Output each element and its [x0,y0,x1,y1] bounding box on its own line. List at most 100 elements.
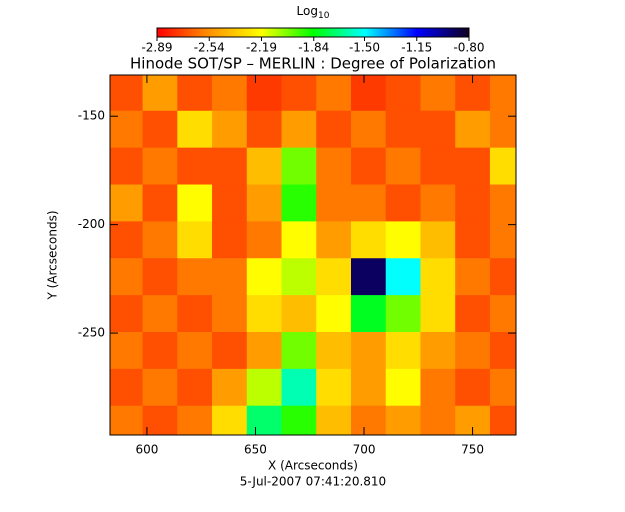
x-tick-label: 650 [244,443,267,457]
heatmap-cell [316,405,352,435]
heatmap-cell [316,331,352,370]
heatmap-cell [316,295,352,333]
heatmap-cell [246,405,283,435]
heatmap-cell [385,331,421,370]
heatmap-cell [110,75,144,112]
colorbar-label-main: Log [297,4,318,18]
heatmap-cell [281,405,317,435]
heatmap-cell [420,405,456,435]
heatmap-cell [177,184,213,222]
x-tick-label: 750 [461,443,484,457]
heatmap-cell [142,147,178,186]
heatmap-cell [110,184,144,222]
heatmap-cell [455,221,491,259]
heatmap-cell [177,368,213,407]
heatmap-cell [489,295,516,333]
colorbar [156,27,470,38]
heatmap-cell [281,75,317,112]
colorbar-tick-label: -2.19 [246,41,277,55]
plot-frame [109,74,517,436]
heatmap-cell [281,368,317,407]
heatmap-cell [455,258,491,296]
y-tick-label: -200 [78,217,105,231]
heatmap-cell [420,295,456,333]
heatmap-cell [110,368,144,407]
heatmap-cell [281,331,317,370]
heatmap-cell [110,110,144,149]
heatmap-cell [281,147,317,186]
heatmap-cell [281,110,317,149]
colorbar-tick-label: -0.80 [453,41,484,55]
heatmap-cell [177,258,213,296]
heatmap-cell [246,147,283,186]
heatmap-cell [350,405,387,435]
heatmap-cell [489,258,516,296]
heatmap-cell [142,258,178,296]
heatmap-cell [350,295,387,333]
colorbar-label: Log10 [297,4,330,21]
heatmap-cell [110,147,144,186]
heatmap-cell [142,110,178,149]
heatmap-cell [212,295,248,333]
heatmap-cell [281,221,317,259]
colorbar-tick-label: -2.89 [141,41,172,55]
heatmap-cell [385,147,421,186]
heatmap-cell [177,331,213,370]
heatmap-cell [350,258,387,296]
heatmap-cell [246,258,283,296]
heatmap-cell [110,331,144,370]
heatmap-cell [281,295,317,333]
y-tick-label: -150 [78,109,105,123]
heatmap-cell [455,405,491,435]
heatmap-cell [110,405,144,435]
heatmap-cell [455,368,491,407]
heatmap-cell [350,221,387,259]
heatmap-cell [142,75,178,112]
heatmap-cell [246,295,283,333]
heatmap-cell [142,221,178,259]
heatmap-cell [281,184,317,222]
heatmap-cell [420,258,456,296]
heatmap-cell [385,258,421,296]
heatmap-cell [212,147,248,186]
colorbar-tick-label: -1.50 [349,41,380,55]
heatmap-cell [489,75,516,112]
heatmap-cell [350,368,387,407]
heatmap-cell [110,295,144,333]
heatmap-cell [316,110,352,149]
heatmap-cell [177,221,213,259]
heatmap-cell [212,331,248,370]
heatmap-cell [420,368,456,407]
heatmap-cell [420,110,456,149]
heatmap-cell [455,331,491,370]
y-axis-label: Y (Arcseconds) [46,210,60,300]
heatmap-cell [212,405,248,435]
heatmap-cell [420,75,456,112]
colorbar-label-sub: 10 [318,11,330,21]
heatmap-cell [142,331,178,370]
y-tick-label: -250 [78,326,105,340]
heatmap-cell [385,110,421,149]
heatmap-cell [350,184,387,222]
chart-title: Hinode SOT/SP – MERLIN : Degree of Polar… [130,55,496,73]
heatmap-cell [385,221,421,259]
colorbar-tick-label: -1.15 [401,41,432,55]
heatmap-cell [385,405,421,435]
heatmap-cell [212,258,248,296]
heatmap-cell [246,331,283,370]
heatmap-cell [350,75,387,112]
heatmap-cell [420,147,456,186]
heatmap [110,75,516,435]
heatmap-cell [246,75,283,112]
colorbar-tick-label: -2.54 [194,41,225,55]
heatmap-cell [455,147,491,186]
heatmap-cell [489,147,516,186]
x-axis-label: X (Arcseconds) [268,459,358,473]
heatmap-cell [316,368,352,407]
heatmap-cell [177,147,213,186]
heatmap-cell [212,110,248,149]
heatmap-cell [489,368,516,407]
heatmap-cell [212,221,248,259]
